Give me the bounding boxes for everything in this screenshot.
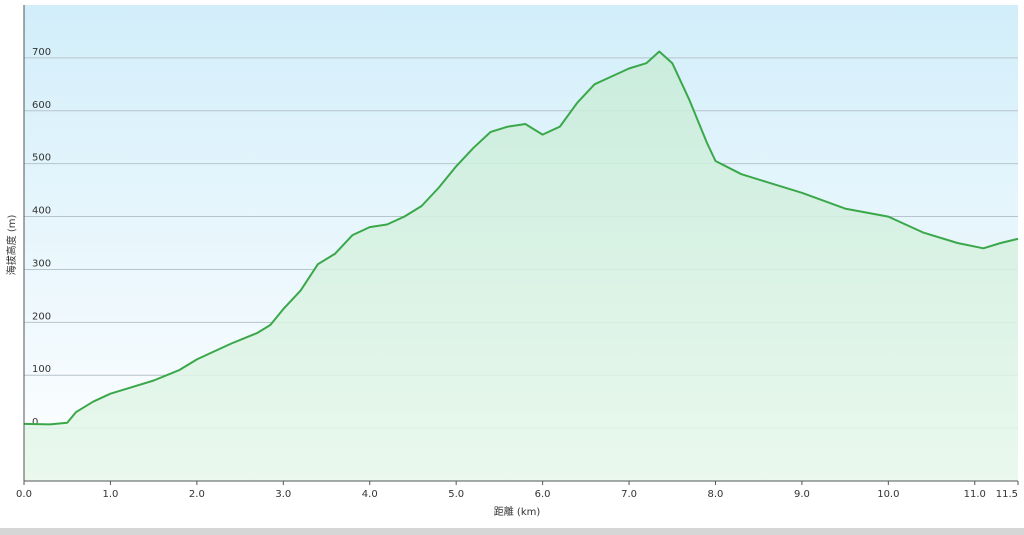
x-axis-label: 距離 (km) <box>494 505 541 518</box>
x-tick-label: 1.0 <box>102 489 118 500</box>
area <box>24 51 1018 481</box>
x-tick-label: 9.0 <box>794 489 810 500</box>
x-tick-label: 2.0 <box>189 489 205 500</box>
y-axis-label: 海拔高度 (m) <box>5 215 18 276</box>
x-tick-label: 7.0 <box>621 489 637 500</box>
y-tick-label: 100 <box>32 364 51 375</box>
y-tick-label: 700 <box>32 47 51 58</box>
y-tick-label: 500 <box>32 153 51 164</box>
x-tick-label: 11.0 <box>964 489 986 500</box>
x-tick-label: 5.0 <box>448 489 464 500</box>
elevation-line <box>23 50 1019 426</box>
y-tick-label: 400 <box>32 206 51 217</box>
x-tick-label: 11.5 <box>996 489 1018 500</box>
x-tick-label: 0.0 <box>16 489 32 500</box>
x-tick-label: 3.0 <box>275 489 291 500</box>
bottom-bar <box>0 528 1024 535</box>
x-tick-label: 8.0 <box>708 489 724 500</box>
x-tick-label: 4.0 <box>362 489 378 500</box>
x-tick-label: 6.0 <box>535 489 551 500</box>
x-tick-label: 10.0 <box>877 489 899 500</box>
y-tick-label: 600 <box>32 100 51 111</box>
y-tick-label: 0 <box>32 417 38 428</box>
y-tick-label: 300 <box>32 258 51 269</box>
y-tick-label: 200 <box>32 311 51 322</box>
